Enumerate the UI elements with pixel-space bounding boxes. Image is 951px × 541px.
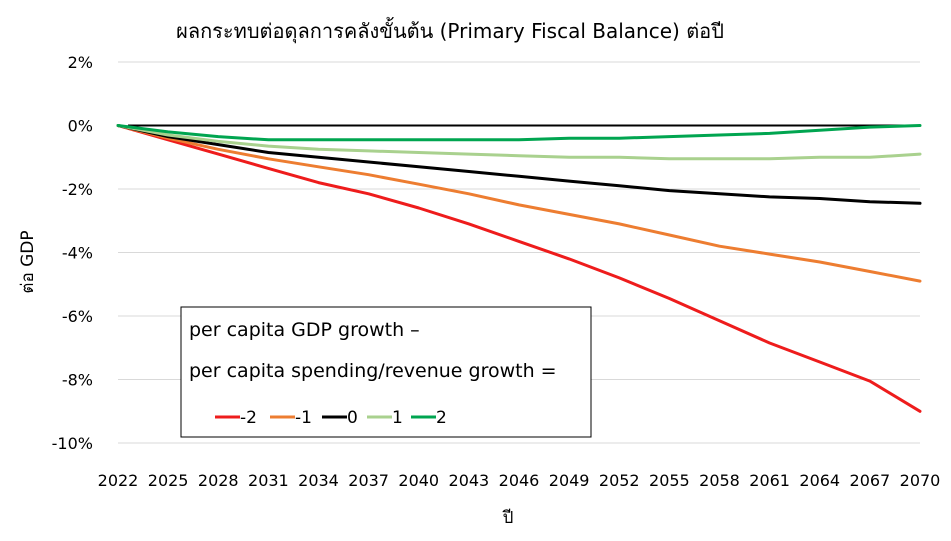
y-tick-label: -6% [62, 307, 93, 326]
y-tick-label: -8% [62, 371, 93, 390]
x-tick-label: 2067 [850, 471, 891, 490]
series-line-2 [116, 124, 922, 142]
x-tick-label: 2052 [599, 471, 640, 490]
legend-items: -2 -1 0 1 2 [215, 408, 447, 428]
y-tick-label: 0% [68, 117, 93, 136]
series-line--1 [116, 124, 922, 283]
series-line-1 [116, 124, 922, 161]
legend-item-label: -1 [295, 408, 312, 428]
chart-title: ผลกระทบต่อดุลการคลังขั้นต้น (Primary Fis… [176, 17, 724, 44]
x-tick-label: 2028 [198, 471, 239, 490]
x-tick-label: 2025 [148, 471, 189, 490]
y-tick-label: -10% [52, 434, 93, 453]
legend-item-label: 2 [436, 408, 447, 428]
series-line--2 [116, 124, 922, 413]
x-tick-label: 2064 [799, 471, 840, 490]
legend-title-line2: per capita spending/revenue growth = [189, 360, 557, 382]
x-tick-label: 2043 [449, 471, 490, 490]
legend-item-label: -2 [240, 408, 257, 428]
y-tick-label: -4% [62, 244, 93, 263]
x-tick-label: 2055 [649, 471, 690, 490]
y-axis-label: ต่อ GDP [18, 230, 38, 293]
x-tick-label: 2058 [699, 471, 740, 490]
x-tick-label: 2061 [749, 471, 790, 490]
x-tick-label: 2040 [398, 471, 439, 490]
x-tick-label: 2046 [499, 471, 540, 490]
legend-item-label: 1 [392, 408, 403, 428]
x-axis-label: ปี [502, 508, 514, 528]
x-tick-label: 2049 [549, 471, 590, 490]
legend: per capita GDP growth – per capita spend… [180, 306, 592, 438]
x-tick-label: 2034 [298, 471, 339, 490]
y-tick-label: -2% [62, 180, 93, 199]
legend-box [180, 306, 592, 438]
series-line-0 [116, 124, 922, 205]
legend-title-line1: per capita GDP growth – [189, 319, 420, 341]
legend-item-label: 0 [347, 408, 358, 428]
x-tick-label: 2031 [248, 471, 289, 490]
series-lines [116, 124, 922, 413]
x-tick-label: 2037 [348, 471, 389, 490]
x-tick-label: 2070 [900, 471, 941, 490]
y-tick-label: 2% [68, 53, 93, 72]
x-axis-ticks: 2022 2025 2028 2031 2034 2037 2040 2043 2046 2049… [98, 471, 941, 490]
x-tick-label: 2022 [98, 471, 139, 490]
y-axis-ticks: 2% 0% -2% -4% -6% -8% -10% [52, 53, 93, 453]
